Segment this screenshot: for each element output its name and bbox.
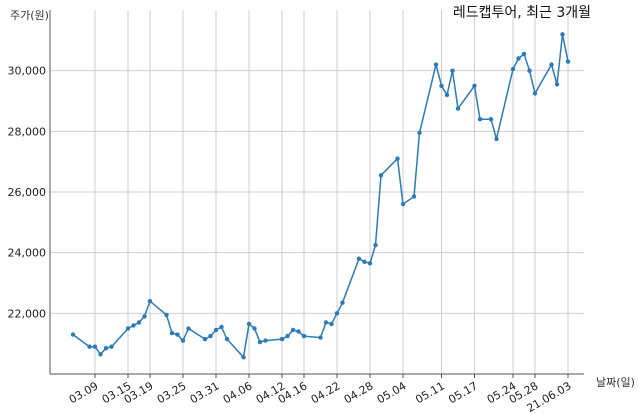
price-point bbox=[252, 326, 257, 331]
price-point bbox=[433, 62, 439, 67]
price-point bbox=[362, 259, 367, 264]
price-point bbox=[477, 117, 483, 122]
price-point bbox=[444, 92, 450, 98]
price-line bbox=[72, 34, 569, 359]
price-point bbox=[565, 59, 571, 64]
price-point bbox=[142, 314, 147, 319]
price-point bbox=[373, 242, 378, 248]
price-point bbox=[521, 51, 527, 57]
price-point bbox=[554, 82, 560, 87]
y-tick-label: 24,000 bbox=[8, 247, 47, 260]
y-tick-label: 28,000 bbox=[8, 125, 47, 138]
price-point bbox=[175, 332, 180, 337]
price-point bbox=[378, 173, 384, 178]
price-point bbox=[213, 327, 219, 333]
price-point bbox=[411, 194, 417, 199]
price-point bbox=[180, 338, 186, 343]
x-tick-label: 05.17 bbox=[446, 379, 480, 406]
x-tick-label: 04.22 bbox=[309, 379, 343, 406]
price-point bbox=[334, 311, 340, 316]
price-point bbox=[285, 333, 290, 339]
price-point bbox=[318, 335, 323, 340]
price-point bbox=[323, 320, 329, 325]
price-point bbox=[263, 338, 268, 343]
price-point bbox=[208, 333, 213, 339]
price-point bbox=[186, 326, 191, 331]
price-point bbox=[527, 68, 532, 73]
price-point bbox=[70, 332, 76, 337]
price-point bbox=[329, 321, 334, 327]
y-tick-labels: 22,000 24,000 26,000 28,000 30,000 bbox=[8, 65, 47, 321]
x-tick-label: 05.11 bbox=[413, 379, 447, 406]
price-point bbox=[169, 330, 175, 336]
price-point bbox=[439, 83, 444, 89]
x-tick-label: 03.09 bbox=[67, 379, 101, 406]
price-point bbox=[246, 321, 252, 327]
price-point bbox=[301, 333, 307, 339]
price-point bbox=[241, 355, 246, 360]
price-point bbox=[340, 300, 345, 305]
x-tick-label: 04.06 bbox=[221, 379, 255, 406]
grid bbox=[50, 10, 584, 374]
price-point bbox=[516, 56, 521, 61]
price-point bbox=[147, 299, 153, 304]
axes bbox=[49, 10, 584, 378]
price-point bbox=[290, 327, 296, 333]
price-point bbox=[549, 62, 554, 67]
price-point bbox=[494, 136, 499, 142]
price-point bbox=[400, 201, 406, 207]
price-point bbox=[356, 256, 362, 261]
y-tick-label: 30,000 bbox=[8, 65, 47, 78]
price-point bbox=[472, 83, 477, 89]
price-point bbox=[87, 344, 92, 349]
price-point bbox=[510, 66, 516, 72]
y-tick-label: 22,000 bbox=[8, 307, 47, 320]
price-point bbox=[367, 261, 373, 266]
price-point bbox=[560, 32, 565, 37]
price-point bbox=[103, 346, 109, 351]
price-point bbox=[219, 324, 224, 330]
price-point bbox=[164, 312, 169, 318]
x-tick-label: 03.31 bbox=[188, 379, 222, 406]
price-point bbox=[417, 130, 422, 135]
price-point bbox=[109, 344, 114, 349]
price-point bbox=[532, 91, 538, 96]
price-point bbox=[131, 323, 136, 328]
price-series bbox=[70, 32, 571, 360]
x-tick-label: 04.28 bbox=[342, 379, 376, 406]
x-axis-label: 날짜(일) bbox=[596, 375, 635, 389]
price-point bbox=[136, 320, 142, 325]
x-tick-label: 03.25 bbox=[155, 379, 189, 406]
price-point bbox=[98, 352, 103, 357]
price-point bbox=[224, 336, 230, 342]
y-axis-label: 주가(원) bbox=[10, 9, 49, 22]
price-point bbox=[488, 117, 494, 122]
price-point bbox=[296, 329, 301, 334]
price-point bbox=[257, 339, 263, 345]
y-tick-label: 26,000 bbox=[8, 186, 47, 199]
price-point bbox=[92, 344, 98, 349]
price-point bbox=[279, 336, 285, 342]
x-tick-label: 05.04 bbox=[375, 379, 409, 406]
price-point bbox=[455, 106, 461, 111]
price-point bbox=[125, 326, 131, 331]
price-point bbox=[202, 336, 208, 342]
chart-title: 레드캡투어, 최근 3개월 bbox=[453, 5, 591, 21]
price-point bbox=[395, 156, 400, 161]
price-point bbox=[450, 68, 455, 73]
